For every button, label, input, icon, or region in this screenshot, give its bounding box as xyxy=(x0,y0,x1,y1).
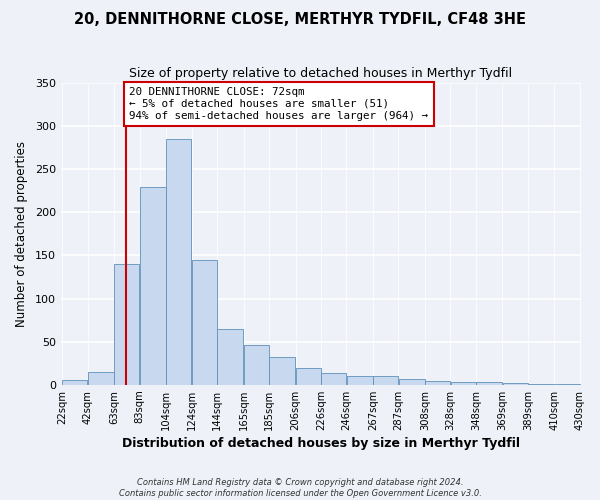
Bar xyxy=(192,260,217,385)
Bar xyxy=(140,186,166,385)
Text: 20 DENNITHORNE CLOSE: 72sqm
← 5% of detached houses are smaller (51)
94% of semi: 20 DENNITHORNE CLOSE: 72sqm ← 5% of deta… xyxy=(130,88,428,120)
Bar xyxy=(528,384,554,385)
Bar xyxy=(166,139,191,385)
Bar xyxy=(115,264,139,385)
Bar xyxy=(347,376,373,385)
Bar xyxy=(269,357,295,385)
Bar xyxy=(398,379,425,385)
Text: Contains HM Land Registry data © Crown copyright and database right 2024.
Contai: Contains HM Land Registry data © Crown c… xyxy=(119,478,481,498)
Bar xyxy=(296,368,321,385)
Title: Size of property relative to detached houses in Merthyr Tydfil: Size of property relative to detached ho… xyxy=(130,68,512,80)
Text: 20, DENNITHORNE CLOSE, MERTHYR TYDFIL, CF48 3HE: 20, DENNITHORNE CLOSE, MERTHYR TYDFIL, C… xyxy=(74,12,526,28)
Y-axis label: Number of detached properties: Number of detached properties xyxy=(15,141,28,327)
Bar xyxy=(425,382,450,385)
Bar xyxy=(62,380,88,385)
Bar xyxy=(555,384,580,385)
Bar xyxy=(476,382,502,385)
Bar xyxy=(373,376,398,385)
X-axis label: Distribution of detached houses by size in Merthyr Tydfil: Distribution of detached houses by size … xyxy=(122,437,520,450)
Bar xyxy=(217,329,244,385)
Bar xyxy=(88,372,114,385)
Bar xyxy=(321,372,346,385)
Bar xyxy=(451,382,476,385)
Bar xyxy=(503,383,527,385)
Bar xyxy=(244,345,269,385)
